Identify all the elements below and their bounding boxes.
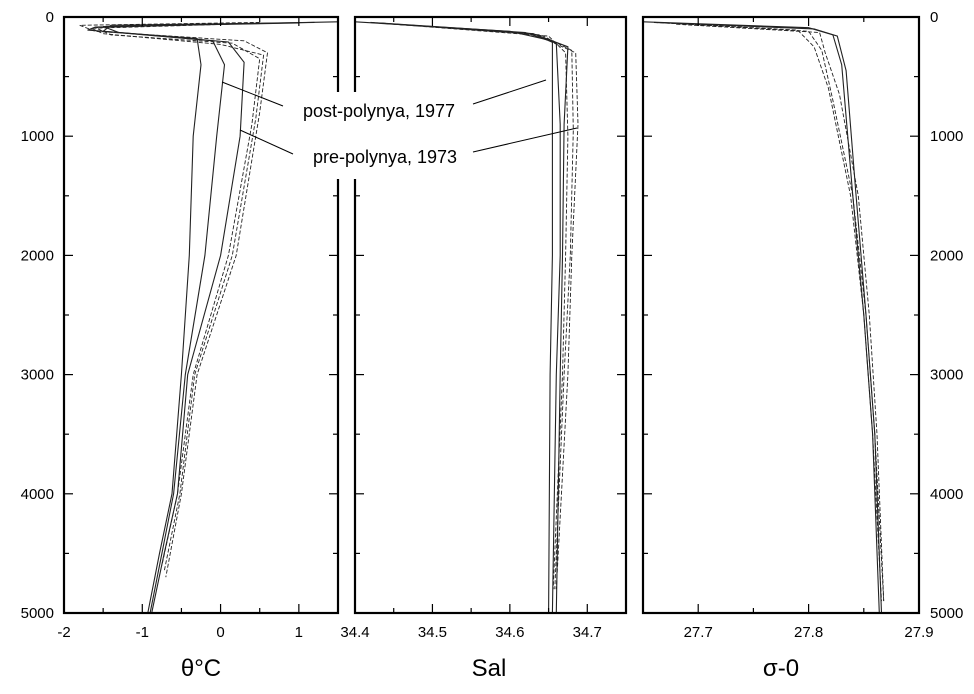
annotation-group: post-polynya, 1977 pre-polynya, 1973 (221, 79, 578, 179)
depth-label-left: 3000 (21, 367, 54, 384)
sigma-series-line-1 (642, 21, 880, 614)
theta-series-line-3 (102, 22, 299, 614)
salinity-panel: 34.4 34.5 34.6 34.7 (340, 15, 628, 641)
theta-xtick-label: 0 (216, 624, 224, 641)
plot-panels: -2 -1 0 1 34.4 34.5 34.6 34.7 27.7 27.8 27.9 0 0 1000… (21, 9, 964, 641)
pre-polynya-leader-left (239, 129, 294, 155)
sigma-series-line-4 (665, 22, 885, 602)
theta-axis-label: θ°C (181, 655, 221, 682)
depth-label-left: 0 (46, 9, 54, 26)
salinity-series-line-2 (370, 21, 561, 614)
salinity-xtick-label: 34.4 (340, 624, 369, 641)
depth-label-right: 1000 (930, 128, 963, 145)
sigma-series-line-5 (676, 23, 885, 602)
theta-series-line-4 (79, 21, 268, 578)
post-polynya-leader-right (472, 79, 547, 105)
salinity-series-line-4 (370, 21, 579, 590)
depth-label-right: 2000 (930, 247, 963, 264)
theta-xtick-label: 1 (295, 624, 303, 641)
salinity-xtick-label: 34.7 (573, 624, 602, 641)
pre-polynya-annotation: pre-polynya, 1973 (313, 147, 457, 167)
depth-label-left: 2000 (21, 247, 54, 264)
sigma-series-line-2 (653, 21, 883, 614)
theta-panel: -2 -1 0 1 (57, 15, 340, 641)
theta-xtick-label: -2 (57, 624, 70, 641)
sigma-axis-label: σ-0 (763, 655, 799, 682)
depth-label-right: 0 (930, 9, 938, 26)
depth-label-left: 4000 (21, 486, 54, 503)
depth-label-left: 5000 (21, 605, 54, 622)
post-polynya-leader-left (221, 81, 284, 107)
salinity-xtick-label: 34.6 (495, 624, 524, 641)
depth-label-right: 3000 (930, 367, 963, 384)
theta-xtick-label: -1 (136, 624, 149, 641)
post-polynya-annotation: post-polynya, 1977 (303, 101, 455, 121)
depth-label-right: 5000 (930, 605, 963, 622)
salinity-axis-label: Sal (472, 655, 507, 682)
sigma-xtick-label: 27.9 (904, 624, 933, 641)
sigma-xtick-label: 27.8 (794, 624, 823, 641)
sigma-xtick-label: 27.7 (684, 624, 713, 641)
depth-label-left: 1000 (21, 128, 54, 145)
theta-series-line-6 (91, 23, 265, 572)
pre-polynya-leader-right (472, 127, 578, 153)
theta-series-line-2 (101, 21, 315, 614)
sigma-panel: 27.7 27.8 27.9 (641, 15, 934, 641)
theta-series-line-5 (95, 23, 261, 566)
salinity-xtick-label: 34.5 (418, 624, 447, 641)
sigma-series-line-3 (653, 21, 882, 602)
depth-label-right: 4000 (930, 486, 963, 503)
annotation-background (279, 92, 473, 179)
salinity-series-line-6 (393, 23, 569, 590)
